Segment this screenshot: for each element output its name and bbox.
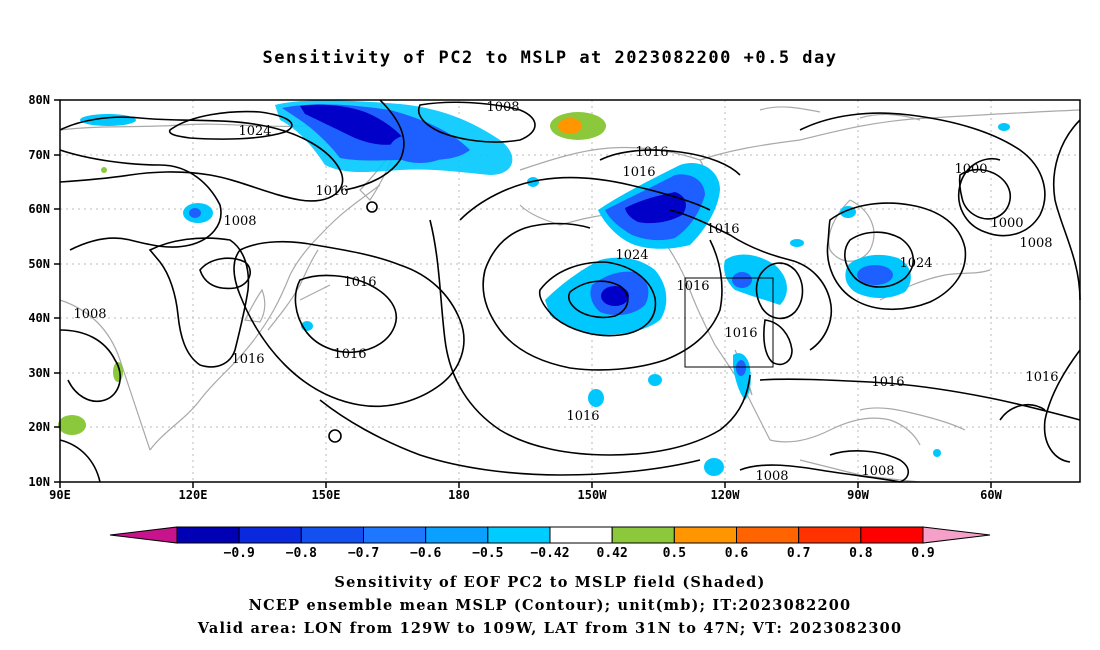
contour-label: 1016 xyxy=(343,275,376,290)
lat-label: 50N xyxy=(28,257,50,271)
colorbar-label: −0.5 xyxy=(472,546,503,561)
shading-negative xyxy=(933,449,941,457)
colorbar-swatch xyxy=(238,526,302,544)
contour-label: 1008 xyxy=(486,100,519,115)
colorbar-label: 0.7 xyxy=(787,546,810,561)
shading-negative xyxy=(704,458,724,476)
lat-label: 70N xyxy=(28,148,50,162)
contour-label: 1016 xyxy=(315,184,348,199)
colorbar-label: −0.6 xyxy=(410,546,441,561)
contour-label: 1024 xyxy=(899,256,932,271)
mslp-contours xyxy=(59,99,1081,483)
colorbar-swatch xyxy=(798,526,862,544)
colorbar-label: −0.7 xyxy=(348,546,379,561)
contour-label: 1008 xyxy=(861,464,894,479)
lat-label: 60N xyxy=(28,202,50,216)
contour-label: 1016 xyxy=(566,409,599,424)
contour-label: 1000 xyxy=(990,216,1023,231)
caption-line-3: Valid area: LON from 129W to 109W, LAT f… xyxy=(197,620,903,637)
shading-negative xyxy=(724,254,787,305)
colorbar-under-triangle xyxy=(109,526,178,544)
shading-negative xyxy=(189,208,201,218)
shading-positive xyxy=(101,167,107,173)
lon-label: 60W xyxy=(980,488,1002,502)
lon-label: 150W xyxy=(578,488,608,502)
lat-label: 20N xyxy=(28,420,50,434)
shading-negative xyxy=(998,123,1010,131)
contour-label: 1016 xyxy=(622,165,655,180)
colorbar-swatch xyxy=(176,526,240,544)
colorbar-swatch xyxy=(673,526,737,544)
shading-positive xyxy=(558,118,582,134)
contour-label: 1016 xyxy=(706,222,739,237)
axis-ticks xyxy=(54,99,992,488)
shading-negative xyxy=(648,374,662,386)
lon-label: 90E xyxy=(49,488,71,502)
contour-label: 1008 xyxy=(755,469,788,484)
contour-label: 1024 xyxy=(238,124,271,139)
contour-label: 1016 xyxy=(1025,370,1058,385)
lat-axis-labels: 80N 70N 60N 50N 40N 30N 20N 10N xyxy=(28,93,50,489)
contour-label: 1016 xyxy=(676,279,709,294)
colorbar-swatch xyxy=(611,526,675,544)
contour-label: 1008 xyxy=(1019,236,1052,251)
lon-label: 120W xyxy=(711,488,741,502)
colorbar-label: −0.9 xyxy=(224,546,255,561)
colorbar-swatch xyxy=(363,526,427,544)
lon-label: 180 xyxy=(448,488,470,502)
shading-negative xyxy=(732,272,752,288)
colorbar-label: 0.6 xyxy=(725,546,749,561)
colorbar-over-triangle xyxy=(922,526,991,544)
contour-label: 1008 xyxy=(73,307,106,322)
contour-label: 1008 xyxy=(223,214,256,229)
plot-frame xyxy=(59,99,1081,483)
colorbar-swatch xyxy=(549,526,613,544)
shading-negative xyxy=(390,133,450,163)
contour-label: 1016 xyxy=(724,326,757,341)
lat-label: 80N xyxy=(28,93,50,107)
contour-label: 1024 xyxy=(615,248,648,263)
lon-label: 90W xyxy=(847,488,869,502)
shading-negative xyxy=(588,389,604,407)
colorbar-label: −0.8 xyxy=(286,546,317,561)
shading-negative xyxy=(625,192,686,224)
colorbar-label: 0.42 xyxy=(597,546,628,561)
contour-labels: 1024 1008 1016 1016 1016 1008 1016 1016 … xyxy=(73,100,1058,484)
shading-negative xyxy=(736,360,746,376)
contour-label: 1016 xyxy=(871,375,904,390)
map-title: Sensitivity of PC2 to MSLP at 2023082200… xyxy=(262,48,838,68)
colorbar-label: 0.9 xyxy=(911,546,934,561)
contour-label: 1016 xyxy=(231,352,264,367)
lat-label: 40N xyxy=(28,311,50,325)
valid-area-box xyxy=(684,277,774,368)
colorbar-labels: −0.9 −0.8 −0.7 −0.6 −0.5 −0.42 0.42 0.5 0.6 0.7 0.… xyxy=(224,546,935,561)
caption-line-2: NCEP ensemble mean MSLP (Contour); unit(… xyxy=(248,597,852,614)
colorbar-swatch xyxy=(860,526,924,544)
lat-label: 30N xyxy=(28,366,50,380)
lon-axis-labels: 90E 120E 150E 180 150W 120W 90W 60W xyxy=(49,488,1002,502)
contour-label: 1000 xyxy=(954,162,987,177)
colorbar xyxy=(109,526,991,544)
colorbar-swatch xyxy=(425,526,489,544)
caption-line-1: Sensitivity of EOF PC2 to MSLP field (Sh… xyxy=(334,574,766,591)
lon-label: 150E xyxy=(312,488,341,502)
shading-negative xyxy=(857,265,893,285)
colorbar-label: 0.8 xyxy=(849,546,873,561)
colorbar-swatch xyxy=(300,526,365,544)
lon-label: 120E xyxy=(179,488,208,502)
shading-negative xyxy=(300,104,405,145)
shading-layer xyxy=(58,100,1010,476)
colorbar-swatch xyxy=(487,526,551,544)
lat-label: 10N xyxy=(28,475,50,489)
colorbar-swatch xyxy=(736,526,800,544)
contour-label: 1016 xyxy=(635,145,668,160)
colorbar-label: −0.42 xyxy=(530,546,569,561)
contour-label: 1016 xyxy=(333,347,366,362)
shading-negative xyxy=(601,286,629,306)
shading-positive xyxy=(58,415,86,435)
colorbar-label: 0.5 xyxy=(663,546,686,561)
shading-negative xyxy=(790,239,804,247)
